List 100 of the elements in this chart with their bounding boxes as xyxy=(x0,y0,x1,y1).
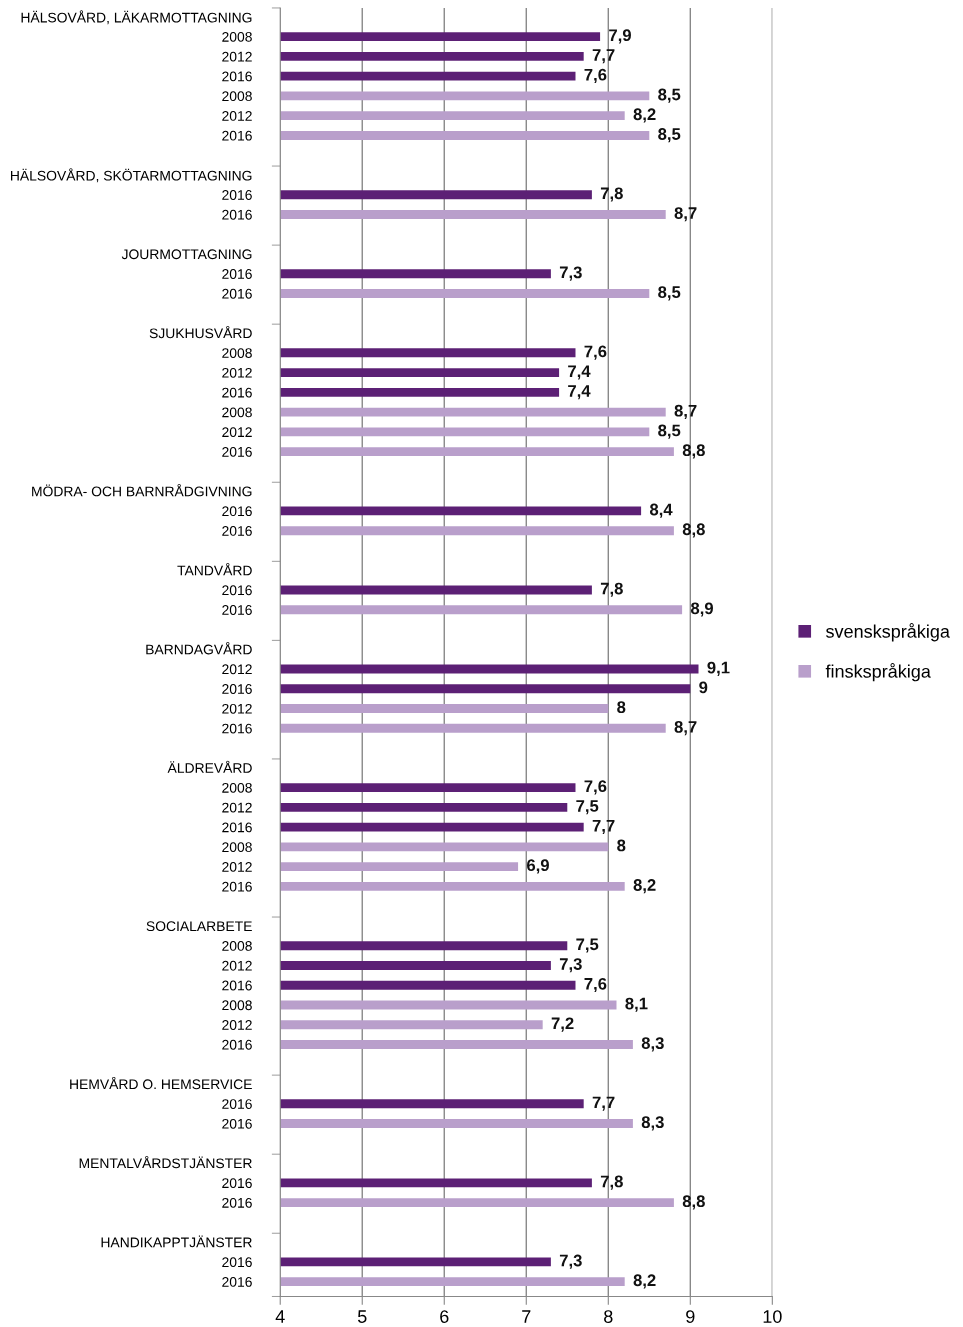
y-tick-label: 2008 xyxy=(222,31,252,42)
y-tick-label: SOCIALARBETE xyxy=(146,921,252,932)
data-label: 8,5 xyxy=(658,424,681,439)
data-label: 7,7 xyxy=(592,49,615,64)
data-label: 8,5 xyxy=(658,88,681,103)
data-label: 8,3 xyxy=(641,1116,664,1131)
y-tick-label: 2012 xyxy=(222,664,252,675)
x-tick-label: 6 xyxy=(440,1310,449,1323)
y-tick-label: 2016 xyxy=(222,1257,252,1268)
y-tick-label: 2016 xyxy=(222,190,252,200)
data-label: 8,8 xyxy=(682,523,705,538)
y-tick-label: 2012 xyxy=(222,960,252,971)
y-tick-label: 2016 xyxy=(222,269,252,279)
y-tick-label: SJUKHUSVÅRD xyxy=(149,325,252,339)
x-tick-label: 7 xyxy=(522,1310,531,1323)
data-label: 8,2 xyxy=(633,108,656,123)
data-label: 8,7 xyxy=(674,404,697,419)
y-tick-label: HÄLSOVÅRD, LÄKARMOTTAGNING xyxy=(21,10,252,25)
y-tick-label: 2016 xyxy=(222,387,252,398)
y-tick-label: 2016 xyxy=(222,1178,252,1189)
y-tick-label: 2012 xyxy=(222,427,252,438)
data-label: 7,6 xyxy=(584,780,607,795)
y-tick-label: ÄLDREVÅRD xyxy=(167,760,252,773)
data-label: 8 xyxy=(617,701,626,714)
y-tick-label: 2016 xyxy=(222,506,252,517)
x-tick-label: 8 xyxy=(604,1310,613,1323)
data-label: 7,5 xyxy=(576,800,599,815)
y-tick-label: MÖDRA- OCH BARNRÅDGIVNING xyxy=(32,484,252,497)
data-label: 8,2 xyxy=(633,1274,656,1289)
data-label: 7,8 xyxy=(600,187,623,202)
data-label: 7,3 xyxy=(559,958,582,973)
y-tick-label: 2016 xyxy=(222,1276,252,1287)
x-tick-label: 4 xyxy=(275,1310,285,1323)
data-label: 6,9 xyxy=(527,859,549,874)
data-label: 8,7 xyxy=(674,720,697,736)
data-label: 8 xyxy=(617,839,626,852)
data-label: 8,5 xyxy=(658,286,681,301)
legend-label: finskspråkiga xyxy=(825,663,931,682)
y-tick-label: 2008 xyxy=(222,941,252,951)
data-label: 8,9 xyxy=(690,602,713,617)
data-label: 7,3 xyxy=(559,266,582,281)
data-label: 8,4 xyxy=(649,503,673,518)
y-tick-label: MENTALVÅRDSTJÄNSTER xyxy=(79,1155,252,1169)
y-tick-label: 2016 xyxy=(222,71,252,82)
y-tick-label: 2008 xyxy=(222,842,252,853)
y-tick-label: 2016 xyxy=(222,980,252,991)
data-label: 7,6 xyxy=(584,977,607,993)
y-tick-label: 2016 xyxy=(222,1099,252,1109)
y-tick-label: 2016 xyxy=(222,446,252,457)
y-tick-label: 2016 xyxy=(222,1118,252,1129)
data-label: 7,3 xyxy=(559,1254,582,1269)
data-label: 9,1 xyxy=(707,661,730,676)
y-tick-label: 2008 xyxy=(222,407,252,418)
y-tick-label: 2008 xyxy=(222,91,252,102)
y-tick-label: BARNDAGVÅRD xyxy=(146,642,252,655)
y-tick-label: JOURMOTTAGNING xyxy=(121,249,252,260)
y-tick-label: HANDIKAPPTJÄNSTER xyxy=(101,1235,252,1248)
data-label: 7,6 xyxy=(584,68,607,84)
data-label: 8,5 xyxy=(658,128,681,143)
data-label: 7,7 xyxy=(592,819,615,835)
y-tick-label: 2016 xyxy=(222,684,252,694)
y-tick-label: 2012 xyxy=(222,861,252,872)
data-label: 7,2 xyxy=(551,1017,574,1032)
data-label: 8,7 xyxy=(674,207,697,222)
y-tick-label: 2016 xyxy=(222,526,252,536)
data-label: 7,4 xyxy=(568,365,591,380)
y-tick-label: 2012 xyxy=(222,1020,252,1030)
data-label: 8,3 xyxy=(641,1037,664,1052)
data-label: 8,2 xyxy=(633,879,656,894)
x-tick-label: 9 xyxy=(686,1310,695,1323)
y-tick-label: 2016 xyxy=(222,209,252,220)
data-label: 7,5 xyxy=(576,938,599,953)
y-tick-label: 2008 xyxy=(222,1000,252,1011)
data-label: 7,9 xyxy=(609,29,631,44)
y-tick-label: 2016 xyxy=(222,881,252,892)
x-tick-label: 5 xyxy=(357,1310,367,1323)
data-label: 7,8 xyxy=(600,1175,623,1190)
y-tick-label: HÄLSOVÅRD, SKÖTARMOTTAGNING xyxy=(11,168,252,183)
y-tick-label: HEMVÅRD O. HEMSERVICE xyxy=(70,1076,252,1090)
y-tick-label: 2016 xyxy=(222,723,252,734)
y-tick-label: 2012 xyxy=(222,367,252,378)
y-tick-label: 2012 xyxy=(222,51,252,62)
data-label: 7,4 xyxy=(568,385,591,400)
y-tick-label: 2008 xyxy=(222,348,252,358)
data-label: 8,8 xyxy=(682,1195,705,1210)
y-tick-label: 2012 xyxy=(222,111,252,121)
y-tick-label: 2016 xyxy=(222,130,252,141)
data-label: 8,8 xyxy=(682,444,705,459)
data-label: 7,6 xyxy=(584,345,607,360)
y-tick-label: 2012 xyxy=(222,802,252,813)
y-tick-label: 2016 xyxy=(222,288,252,299)
y-tick-label: 2016 xyxy=(222,1197,252,1208)
data-label: 7,7 xyxy=(592,1096,615,1111)
x-tick-label: 10 xyxy=(763,1310,782,1323)
y-tick-label: 2008 xyxy=(222,782,252,793)
y-tick-label: 2012 xyxy=(222,703,252,714)
legend-label: svenskspråkiga xyxy=(826,623,950,642)
y-tick-label: 2016 xyxy=(222,585,252,596)
data-label: 7,8 xyxy=(600,582,623,597)
data-label: 8,1 xyxy=(625,997,648,1012)
